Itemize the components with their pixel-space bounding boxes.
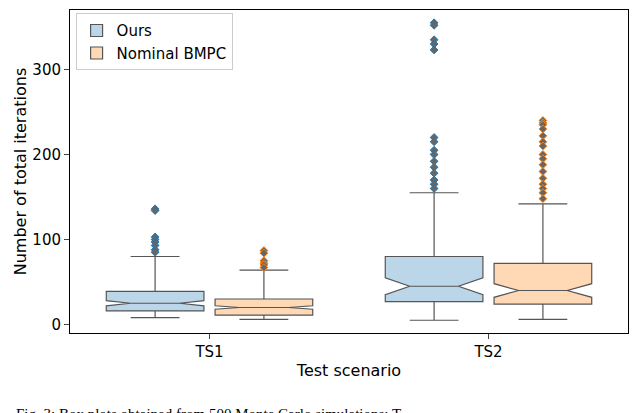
svg-text:200: 200 [32, 146, 61, 164]
svg-text:Test scenario: Test scenario [296, 361, 401, 380]
svg-text:TS2: TS2 [473, 343, 502, 361]
svg-text:TS1: TS1 [194, 343, 223, 361]
svg-text:Fig. 3: Box plots obtained fro: Fig. 3: Box plots obtained from 500 Mont… [16, 406, 401, 413]
svg-text:Ours: Ours [117, 22, 152, 40]
svg-text:300: 300 [32, 61, 61, 79]
svg-text:0: 0 [51, 316, 61, 334]
svg-text:Nominal BMPC: Nominal BMPC [117, 45, 227, 63]
svg-text:Number of total iterations: Number of total iterations [11, 68, 30, 275]
svg-text:100: 100 [32, 231, 61, 249]
